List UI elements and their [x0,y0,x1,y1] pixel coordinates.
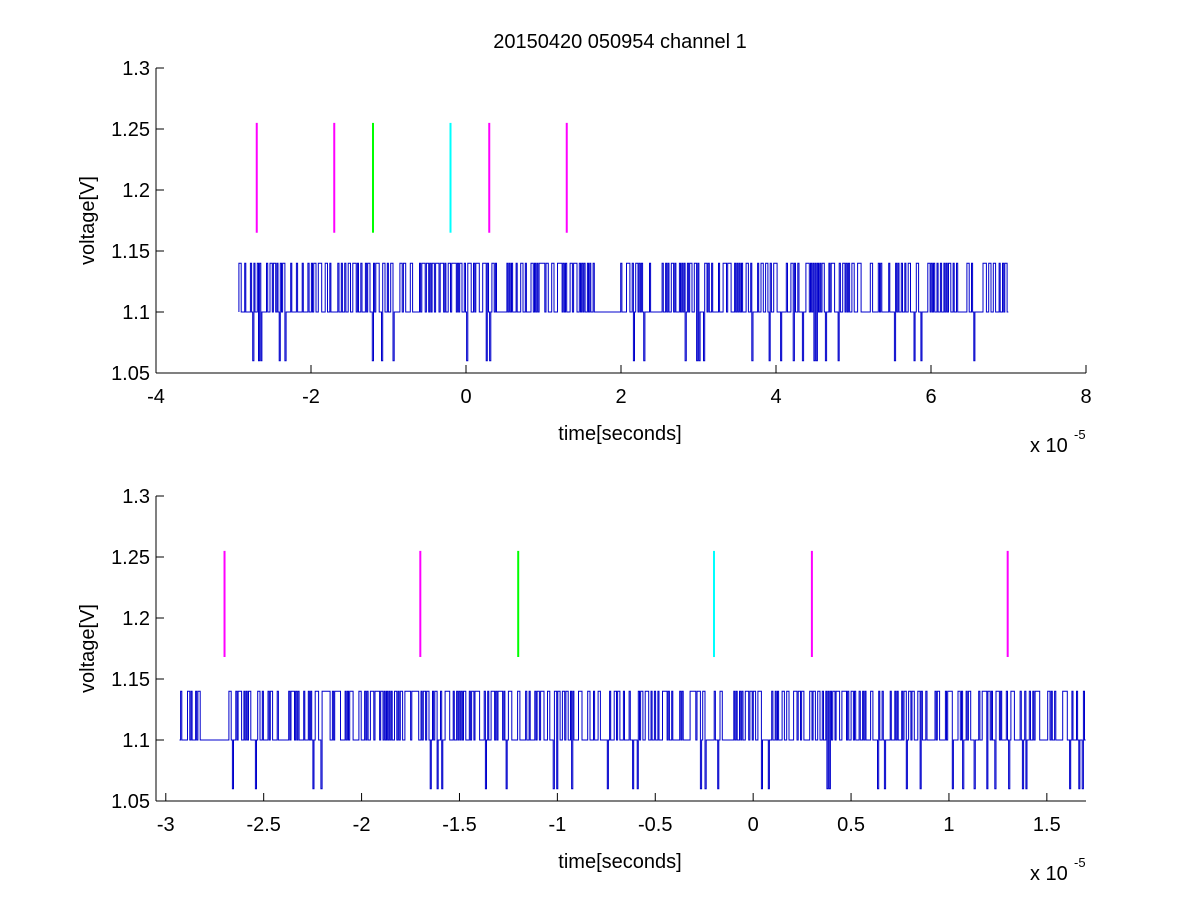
x-tick-label: 2 [615,386,626,408]
x-tick-label: -2 [353,814,371,836]
x-tick-label: -1.5 [442,814,476,836]
x-axis-label: time[seconds] [558,851,681,873]
x-tick-label: -2 [302,386,320,408]
x-tick-label: 8 [1080,386,1091,408]
signal-series-line [179,690,1086,790]
x-multiplier-exponent: -5 [1074,427,1086,442]
y-tick-label: 1.2 [122,180,150,202]
y-tick-label: 1.1 [122,302,150,324]
x-tick-label: 1 [943,814,954,836]
x-tick-label: -4 [147,386,165,408]
figure-title: 20150420 050954 channel 1 [493,31,747,53]
top-axes: 1.05 1.1 1.15 1.2 1.25 1.3 -4 -2 0 2 4 6 8 time[secon… [77,58,1092,457]
x-tick-label: 0 [460,386,471,408]
y-tick-label: 1.2 [122,608,150,630]
x-multiplier-label: x 10 [1030,435,1068,457]
y-axis-label: voltage[V] [77,176,99,265]
x-tick-label: -0.5 [638,814,672,836]
x-tick-label: -3 [157,814,175,836]
x-axis-label: time[seconds] [558,423,681,445]
y-tick-label: 1.25 [111,547,150,569]
x-multiplier-exponent: -5 [1074,855,1086,870]
y-axis-label: voltage[V] [77,604,99,693]
x-tick-label: 0.5 [837,814,865,836]
y-tick-label: 1.3 [122,486,150,508]
x-tick-label: 6 [925,386,936,408]
y-tick-label: 1.3 [122,58,150,80]
y-tick-label: 1.05 [111,791,150,813]
y-tick-label: 1.15 [111,669,150,691]
bottom-axes: 1.05 1.1 1.15 1.2 1.25 1.3 -3 -2.5 -2 -1.5 -1 -0.5 0… [77,486,1086,885]
x-tick-label: -1 [548,814,566,836]
y-tick-label: 1.05 [111,363,150,385]
x-tick-label: 0 [748,814,759,836]
x-tick-label: 1.5 [1033,814,1061,836]
x-tick-label: 4 [770,386,781,408]
y-tick-label: 1.25 [111,119,150,141]
signal-series-line [238,262,1009,362]
y-tick-label: 1.15 [111,241,150,263]
x-multiplier-label: x 10 [1030,863,1068,885]
y-tick-label: 1.1 [122,730,150,752]
x-tick-label: -2.5 [246,814,280,836]
